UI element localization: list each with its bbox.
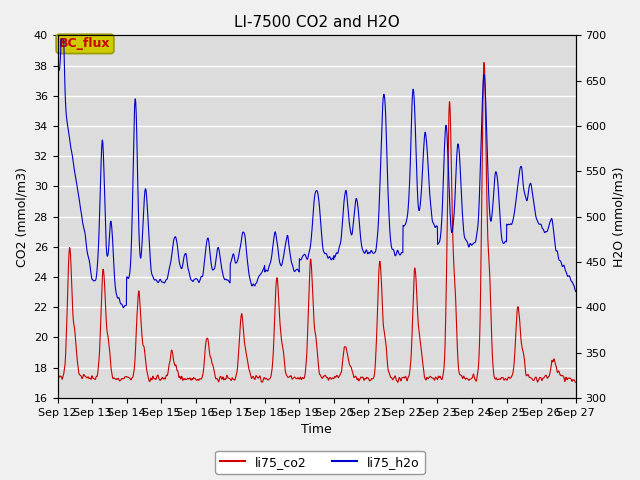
li75_co2 — [332, 374, 339, 380]
li75_h2o — [343, 193, 351, 199]
li75_co2 — [54, 371, 61, 376]
li75_co2 — [572, 379, 579, 385]
Y-axis label: H2O (mmol/m3): H2O (mmol/m3) — [612, 167, 625, 267]
li75_h2o — [572, 288, 579, 294]
li75_co2 — [527, 374, 534, 380]
li75_h2o — [120, 305, 127, 311]
li75_co2 — [394, 379, 402, 385]
li75_h2o — [198, 274, 206, 279]
Line: li75_h2o: li75_h2o — [58, 40, 575, 308]
li75_co2 — [541, 374, 548, 380]
X-axis label: Time: Time — [301, 423, 332, 436]
li75_h2o — [541, 229, 548, 235]
Y-axis label: CO2 (mmol/m3): CO2 (mmol/m3) — [15, 167, 28, 266]
li75_co2 — [342, 347, 350, 352]
li75_h2o — [58, 37, 65, 43]
li75_h2o — [54, 62, 61, 68]
li75_h2o — [467, 242, 475, 248]
Legend: li75_co2, li75_h2o: li75_co2, li75_h2o — [215, 451, 425, 474]
li75_h2o — [527, 180, 534, 186]
li75_co2 — [481, 60, 488, 65]
li75_h2o — [332, 252, 339, 258]
Line: li75_co2: li75_co2 — [58, 62, 575, 382]
Title: LI-7500 CO2 and H2O: LI-7500 CO2 and H2O — [234, 15, 399, 30]
li75_co2 — [198, 375, 206, 381]
li75_co2 — [467, 376, 475, 382]
Text: BC_flux: BC_flux — [60, 37, 111, 50]
